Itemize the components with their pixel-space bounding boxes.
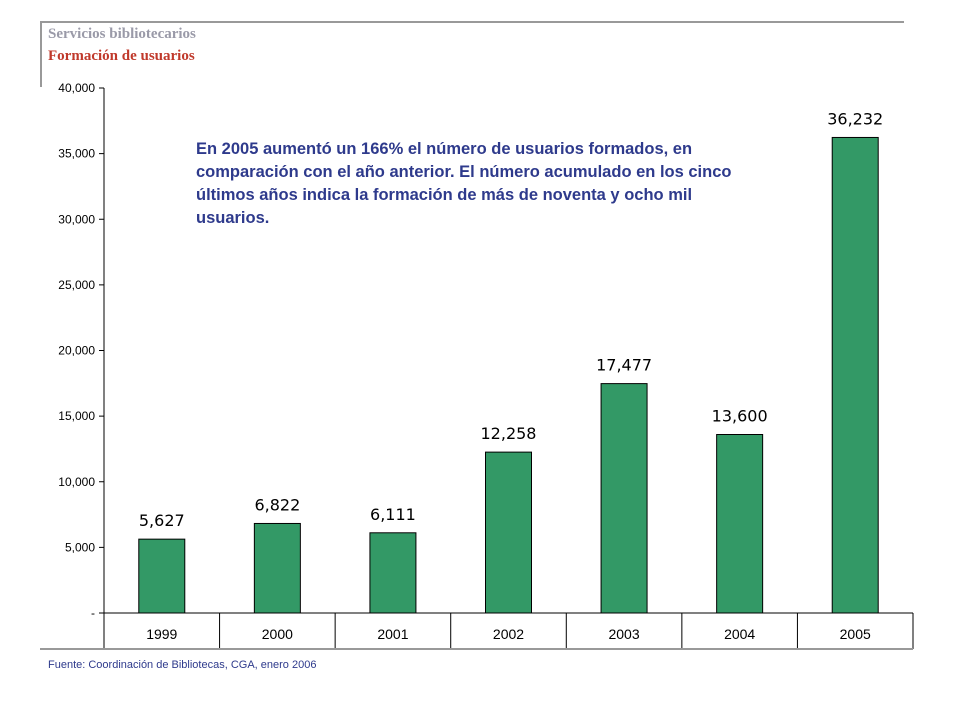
y-tick-label: 15,000 (58, 409, 95, 423)
y-tick-label: 5,000 (65, 540, 95, 554)
bar-2000 (253, 522, 301, 614)
y-tick-label: 35,000 (58, 147, 95, 161)
header-top-rule (40, 21, 904, 23)
data-label-2000: 6,822 (254, 495, 300, 514)
bar-2005 (831, 136, 879, 614)
bar-2001 (369, 532, 417, 614)
x-tick-label-1999: 1999 (146, 626, 177, 642)
footer-rule (40, 648, 913, 650)
axes-layer (99, 87, 914, 649)
bar-2003 (600, 383, 648, 614)
bar-2002 (485, 451, 532, 614)
x-tick-label-2000: 2000 (262, 626, 293, 642)
page-title: Servicios bibliotecarios (48, 26, 196, 42)
data-label-2004: 13,600 (712, 407, 768, 426)
x-tick-label-2001: 2001 (377, 626, 408, 642)
data-label-1999: 5,627 (139, 511, 185, 530)
source-note: Fuente: Coordinación de Bibliotecas, CGA… (48, 659, 317, 671)
page-subtitle: Formación de usuarios (48, 48, 195, 64)
y-tick-label: 30,000 (58, 212, 95, 226)
labels-layer: 5,627 1999 6,822 2000 6,111 2001 12,258 2002 17,… (58, 81, 883, 642)
header-left-rule (40, 21, 42, 87)
y-tick-label: 25,000 (58, 278, 95, 292)
data-label-2002: 12,258 (481, 424, 537, 443)
x-tick-label-2002: 2002 (493, 626, 524, 642)
x-tick-label-2003: 2003 (608, 626, 639, 642)
data-label-2003: 17,477 (596, 356, 652, 375)
x-tick-label-2004: 2004 (724, 626, 755, 642)
y-tick-label: 40,000 (58, 81, 95, 95)
y-tick-label: 10,000 (58, 475, 95, 489)
bars-layer (138, 136, 879, 614)
data-label-2001: 6,111 (370, 505, 416, 524)
x-tick-label-2005: 2005 (840, 626, 871, 642)
bar-2004 (716, 434, 764, 614)
chart-annotation: En 2005 aumentó un 166% el número de usu… (196, 140, 732, 227)
y-tick-label: - (91, 606, 95, 620)
data-label-2005: 36,232 (827, 109, 883, 128)
y-tick-label: 20,000 (58, 344, 95, 358)
bar-1999 (138, 538, 186, 614)
